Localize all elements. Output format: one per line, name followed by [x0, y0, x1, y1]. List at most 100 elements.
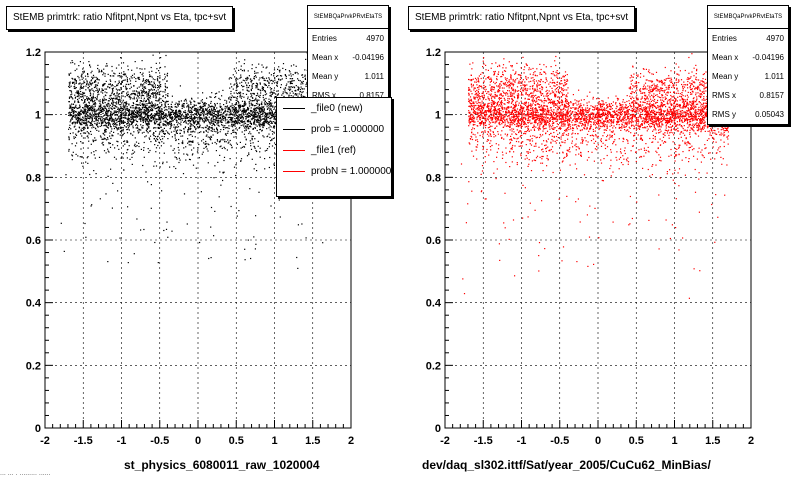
data-point	[184, 110, 186, 112]
data-point	[71, 122, 74, 124]
data-point	[107, 86, 109, 88]
data-point	[104, 128, 106, 130]
data-point	[190, 102, 192, 104]
data-point	[84, 75, 87, 77]
data-point	[233, 84, 235, 86]
data-point	[229, 119, 231, 121]
data-point	[264, 115, 266, 117]
data-point	[74, 111, 76, 113]
data-point	[226, 107, 228, 109]
data-point	[200, 112, 203, 114]
data-point	[132, 117, 134, 119]
data-point	[266, 136, 268, 138]
data-point	[83, 112, 85, 114]
data-point	[236, 84, 238, 86]
data-point	[158, 114, 160, 116]
data-point	[238, 119, 240, 121]
data-point	[68, 86, 70, 88]
data-point	[109, 142, 111, 144]
data-point	[259, 119, 261, 122]
data-point	[88, 89, 90, 91]
data-point	[123, 122, 125, 124]
data-point	[86, 96, 88, 98]
data-point	[94, 116, 96, 118]
data-point	[130, 97, 132, 99]
data-point	[108, 106, 110, 108]
data-point	[98, 71, 100, 73]
data-point	[105, 110, 107, 112]
data-point	[257, 121, 259, 123]
data-point	[108, 123, 110, 125]
data-point	[132, 113, 134, 115]
data-point	[116, 101, 118, 103]
data-point	[179, 159, 181, 161]
data-point	[189, 159, 191, 161]
data-point	[160, 90, 162, 92]
data-point	[157, 104, 159, 106]
data-point	[161, 116, 163, 118]
data-point	[269, 112, 271, 114]
data-point	[155, 72, 157, 74]
data-point	[91, 119, 93, 121]
data-point	[136, 110, 138, 112]
data-point	[102, 133, 105, 135]
data-point	[190, 124, 192, 126]
data-point	[246, 89, 248, 91]
data-point	[261, 109, 263, 111]
data-point	[151, 107, 153, 109]
data-point	[70, 105, 72, 107]
data-point	[186, 105, 189, 107]
data-point	[151, 89, 153, 91]
data-point	[254, 116, 256, 118]
data-point	[243, 108, 246, 110]
data-point	[118, 89, 120, 91]
data-point	[188, 106, 190, 108]
data-point	[95, 116, 97, 118]
data-point	[305, 237, 307, 239]
data-point	[177, 105, 179, 107]
data-point	[222, 124, 224, 126]
data-point	[69, 113, 71, 115]
data-point	[80, 148, 82, 150]
data-point	[89, 83, 91, 85]
data-point	[93, 106, 95, 108]
data-point	[195, 104, 197, 106]
data-point	[257, 99, 259, 101]
data-point	[254, 115, 256, 117]
data-point	[203, 131, 205, 134]
data-point	[253, 168, 255, 170]
data-point	[239, 96, 241, 98]
data-point	[133, 96, 135, 98]
data-point	[162, 124, 164, 126]
data-point	[304, 69, 306, 71]
data-point	[104, 88, 106, 90]
data-point	[172, 120, 174, 122]
data-point	[129, 158, 131, 160]
data-point	[196, 151, 199, 153]
data-point	[147, 112, 149, 114]
data-point	[156, 113, 158, 115]
data-point	[153, 89, 155, 91]
data-point	[113, 72, 115, 74]
data-point	[224, 111, 226, 113]
data-point	[118, 80, 120, 82]
data-point	[259, 151, 261, 153]
data-point	[234, 96, 236, 98]
data-point	[91, 83, 93, 85]
data-point	[261, 124, 263, 127]
data-point	[188, 127, 190, 129]
data-point	[91, 204, 93, 206]
data-point	[222, 116, 224, 118]
data-point	[283, 88, 285, 90]
data-point	[210, 110, 212, 112]
data-point	[216, 128, 218, 131]
data-point	[192, 164, 195, 166]
data-point	[74, 121, 76, 123]
data-point	[89, 90, 91, 92]
data-point	[150, 75, 152, 77]
data-point	[79, 107, 81, 109]
data-point	[79, 117, 81, 119]
data-point	[272, 92, 274, 94]
data-point	[260, 111, 262, 113]
data-point	[265, 93, 268, 95]
